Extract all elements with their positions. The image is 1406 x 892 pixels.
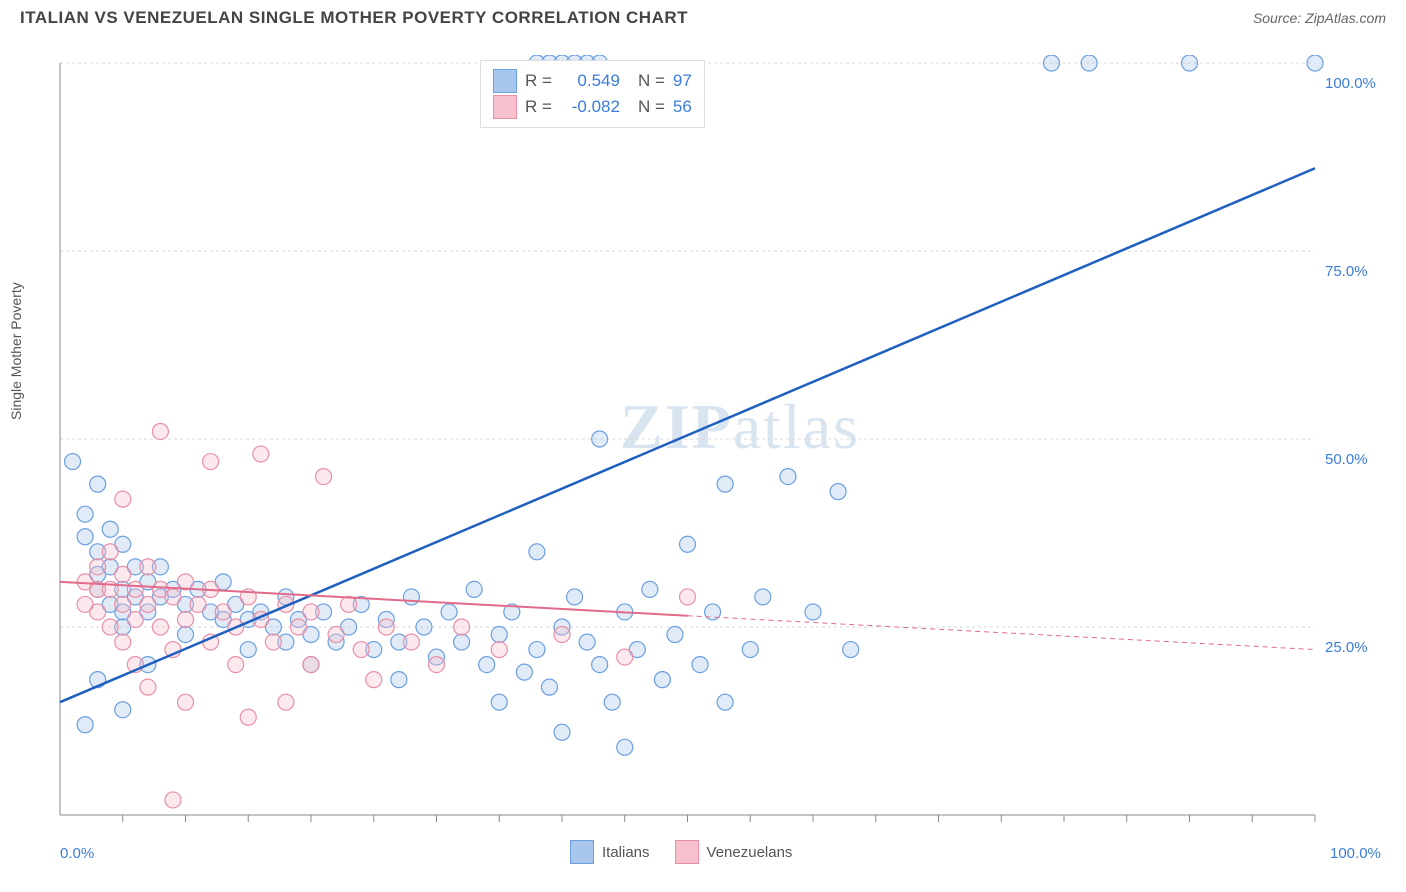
swatch-italians [493, 69, 517, 93]
n-value-venezuelans: 56 [673, 97, 692, 117]
series-legend: Italians Venezuelans [570, 840, 792, 864]
n-label: N = [638, 71, 665, 91]
source-attribution: Source: ZipAtlas.com [1253, 10, 1386, 26]
svg-text:50.0%: 50.0% [1325, 451, 1368, 468]
x-axis-min-label: 0.0% [60, 845, 94, 862]
legend-label-italians: Italians [602, 844, 650, 861]
x-axis-max-label: 100.0% [1330, 845, 1381, 862]
chart-title: ITALIAN VS VENEZUELAN SINGLE MOTHER POVE… [20, 8, 688, 28]
n-value-italians: 97 [673, 71, 692, 91]
correlation-legend: R = 0.549 N = 97 R = -0.082 N = 56 [480, 60, 705, 128]
legend-label-venezuelans: Venezuelans [707, 844, 793, 861]
n-label: N = [638, 97, 665, 117]
svg-text:100.0%: 100.0% [1325, 75, 1376, 92]
swatch-venezuelans [675, 840, 699, 864]
svg-text:75.0%: 75.0% [1325, 263, 1368, 280]
r-label: R = [525, 71, 552, 91]
r-value-venezuelans: -0.082 [560, 97, 620, 117]
swatch-venezuelans [493, 95, 517, 119]
swatch-italians [570, 840, 594, 864]
r-value-italians: 0.549 [560, 71, 620, 91]
legend-item-italians: Italians [570, 840, 650, 864]
svg-text:25.0%: 25.0% [1325, 639, 1368, 656]
legend-row-venezuelans: R = -0.082 N = 56 [493, 95, 692, 119]
legend-row-italians: R = 0.549 N = 97 [493, 69, 692, 93]
chart-plot-area: 25.0% 50.0% 75.0% 100.0% [55, 55, 1385, 845]
y-axis-label: Single Mother Poverty [8, 282, 24, 420]
r-label: R = [525, 97, 552, 117]
legend-item-venezuelans: Venezuelans [675, 840, 793, 864]
